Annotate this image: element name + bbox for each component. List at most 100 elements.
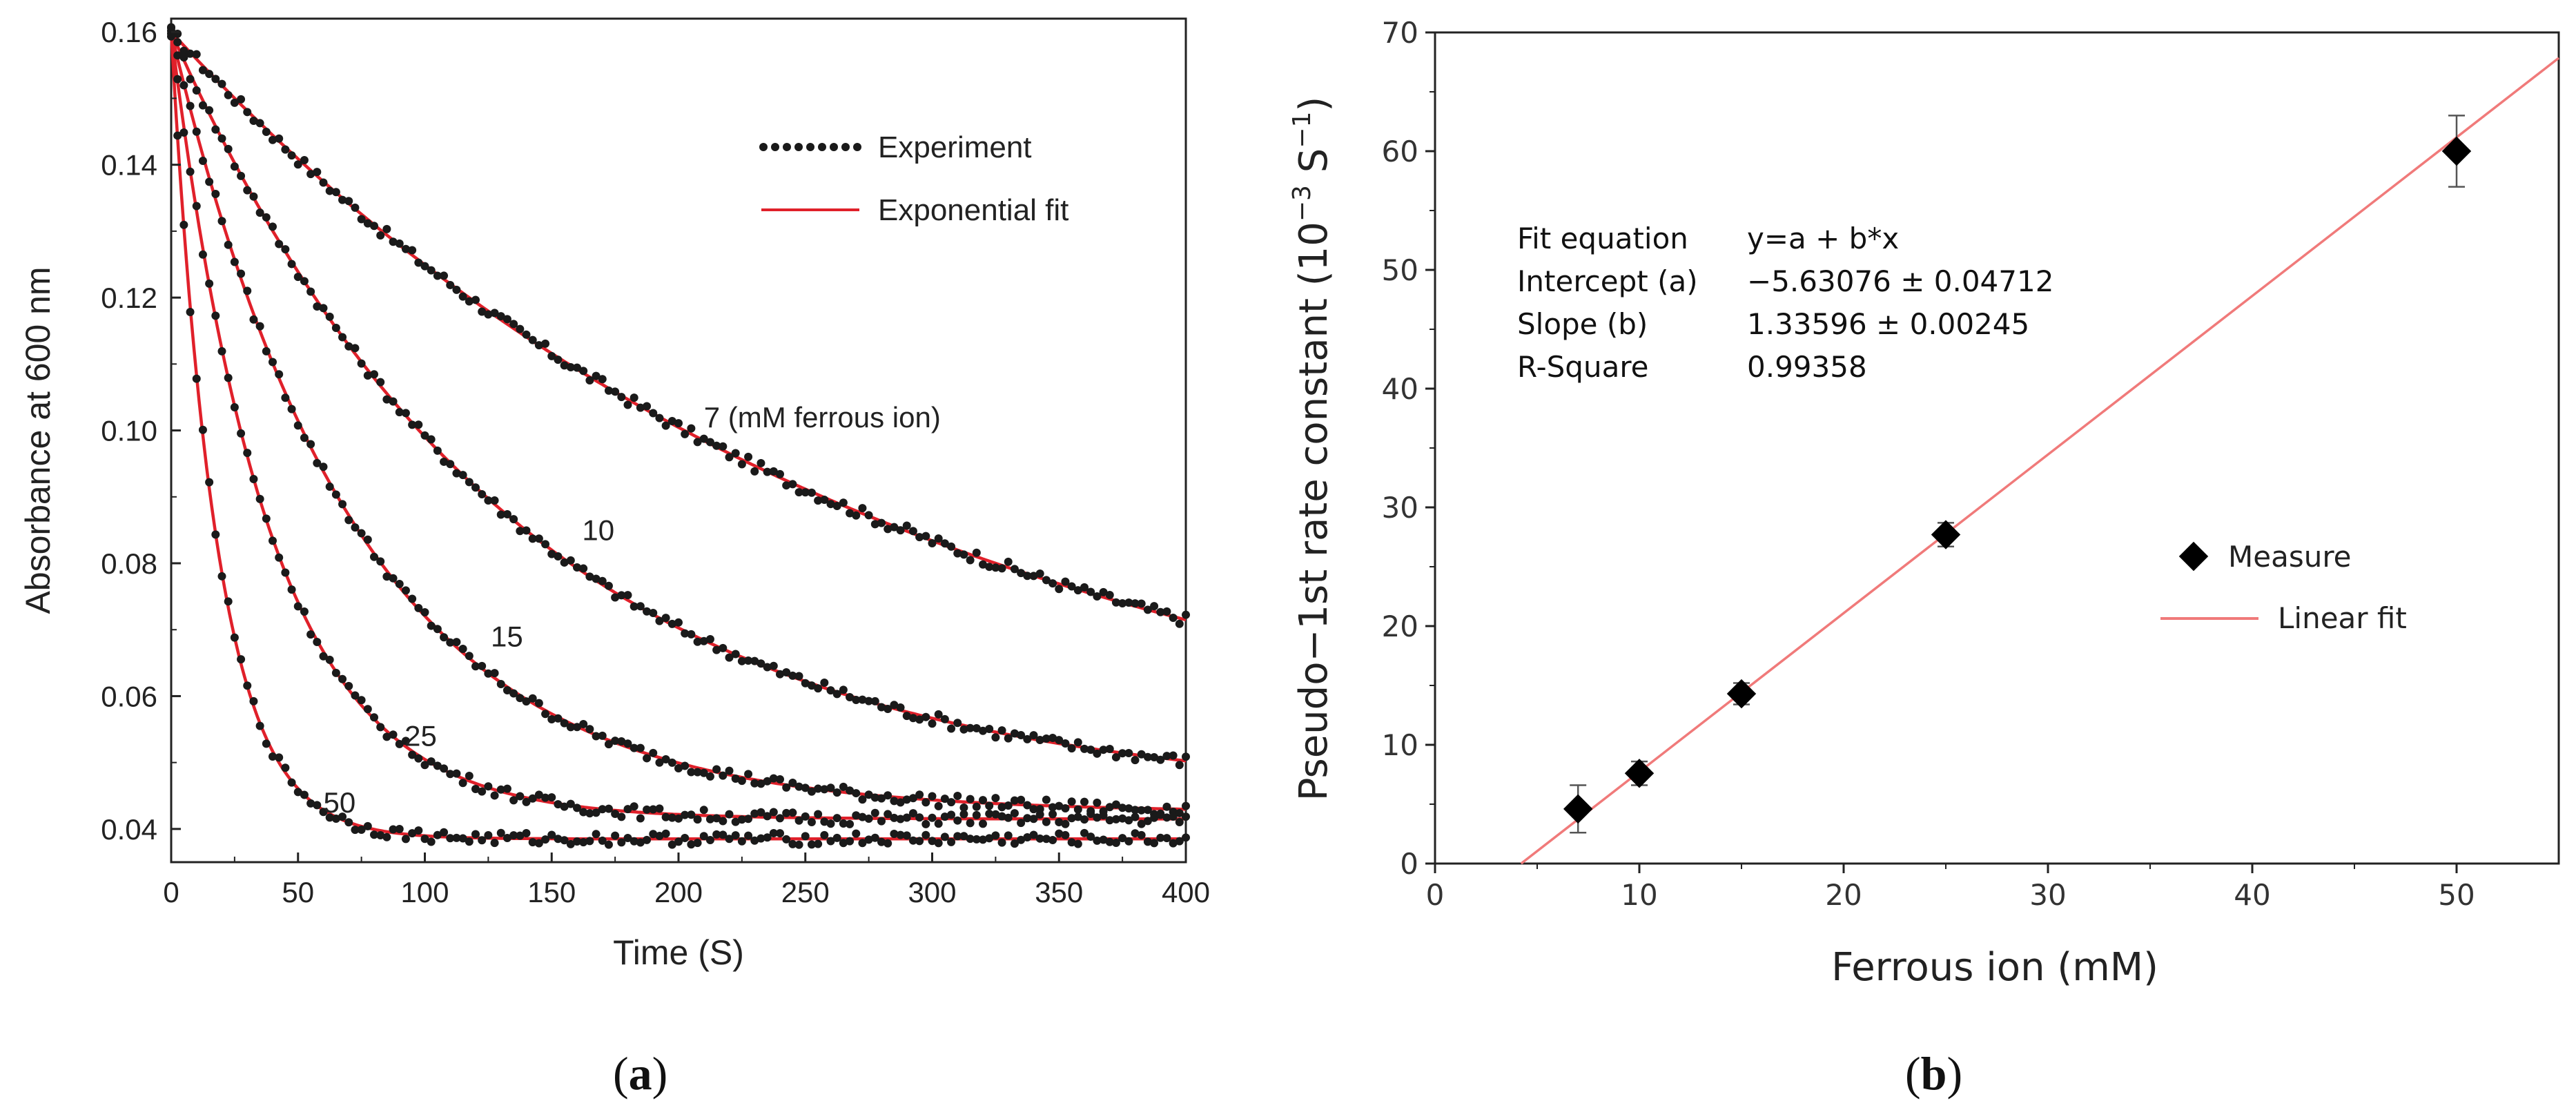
experiment-point <box>908 714 917 723</box>
experiment-point <box>281 568 290 577</box>
experiment-point <box>661 421 670 430</box>
experiment-point <box>623 833 632 842</box>
experiment-point <box>846 837 855 846</box>
experiment-point <box>446 460 455 469</box>
experiment-point <box>674 618 683 627</box>
experiment-point <box>763 467 772 476</box>
experiment-point <box>884 525 892 534</box>
experiment-point <box>959 803 968 812</box>
experiment-point <box>560 558 569 567</box>
experiment-point <box>630 393 638 402</box>
experiment-point <box>1105 803 1114 812</box>
experiment-point <box>655 758 664 767</box>
panel-b-x-tick-label: 0 <box>1426 878 1445 912</box>
experiment-point <box>287 405 296 413</box>
experiment-point <box>991 794 1000 803</box>
experiment-point <box>287 151 296 160</box>
experiment-point <box>1124 816 1133 825</box>
experiment-point <box>870 833 879 842</box>
experiment-point <box>959 832 968 841</box>
legend-fit-label: Exponential fit <box>878 193 1069 227</box>
panel-a-legend: Experiment Exponential fit <box>759 130 1069 227</box>
experiment-point <box>1156 755 1165 764</box>
experiment-point <box>313 801 322 810</box>
experiment-point <box>719 830 728 839</box>
panel-b-y-tick-label: 40 <box>1382 372 1418 406</box>
experiment-point <box>300 790 309 799</box>
experiment-point <box>1111 800 1120 809</box>
experiment-point <box>547 714 556 723</box>
experiment-point <box>484 830 493 839</box>
experiment-point <box>1010 565 1019 574</box>
experiment-point <box>807 681 816 690</box>
experiment-point <box>655 413 664 422</box>
experiment-point <box>623 739 632 748</box>
experiment-point <box>1004 813 1013 822</box>
experiment-point <box>623 591 632 600</box>
experiment-point <box>211 125 220 134</box>
experiment-point <box>788 480 797 489</box>
experiment-point <box>636 743 645 752</box>
experiment-point <box>458 834 467 843</box>
experiment-point <box>693 768 702 777</box>
curve-label-10: 10 <box>582 514 614 546</box>
experiment-point <box>573 723 581 732</box>
experiment-point <box>997 564 1006 573</box>
experiment-point <box>300 277 309 286</box>
experiment-point <box>852 695 861 704</box>
experiment-point <box>351 203 360 212</box>
experiment-point <box>1086 746 1095 754</box>
experiment-point <box>516 527 525 536</box>
experiment-point <box>186 101 195 110</box>
experiment-point <box>870 520 879 529</box>
experiment-point <box>915 790 924 799</box>
experiment-point <box>757 808 765 817</box>
linear-fit-line <box>1520 57 2560 865</box>
measure-marker <box>1563 794 1593 824</box>
experiment-point <box>382 572 391 581</box>
panel-a-y-tick-label: 0.06 <box>101 680 157 712</box>
experiment-point <box>1035 569 1044 578</box>
experiment-point <box>255 208 264 217</box>
experiment-point <box>731 817 740 826</box>
experiment-point <box>420 761 429 770</box>
legend-experiment-marker <box>759 143 861 151</box>
experiment-point <box>617 838 626 847</box>
experiment-point <box>1067 814 1076 823</box>
experiment-point <box>1086 810 1095 819</box>
experiment-point <box>908 794 917 803</box>
experiment-point <box>979 819 987 828</box>
experiment-point <box>1080 583 1089 592</box>
experiment-point <box>972 835 981 844</box>
experiment-point <box>877 817 886 826</box>
experiment-point <box>604 804 613 813</box>
experiment-point <box>1035 736 1044 745</box>
experiment-point <box>211 311 220 320</box>
experiment-point <box>179 128 188 137</box>
experiment-point <box>705 836 714 845</box>
experiment-point <box>1029 815 1038 824</box>
experiment-point <box>611 737 620 746</box>
experiment-point <box>331 815 340 824</box>
experiment-point <box>636 602 645 611</box>
experiment-point <box>953 832 962 841</box>
experiment-point <box>604 840 613 849</box>
experiment-point <box>179 220 188 229</box>
experiment-point <box>966 723 975 732</box>
experiment-point <box>649 830 658 839</box>
experiment-point <box>224 90 233 99</box>
experiment-point <box>217 572 226 581</box>
experiment-point <box>1105 816 1114 825</box>
experiment-point <box>1010 796 1019 805</box>
experiment-point <box>604 386 613 395</box>
experiment-point <box>807 840 816 849</box>
experiment-point <box>490 791 499 800</box>
experiment-point <box>446 770 455 779</box>
experiment-point <box>1182 752 1190 761</box>
experiment-point <box>852 811 861 820</box>
experiment-point <box>1048 733 1057 742</box>
experiment-point <box>484 669 493 678</box>
experiment-point <box>725 453 734 462</box>
legend-dot <box>841 143 850 151</box>
panel-b-y-tick-label: 60 <box>1382 135 1418 168</box>
